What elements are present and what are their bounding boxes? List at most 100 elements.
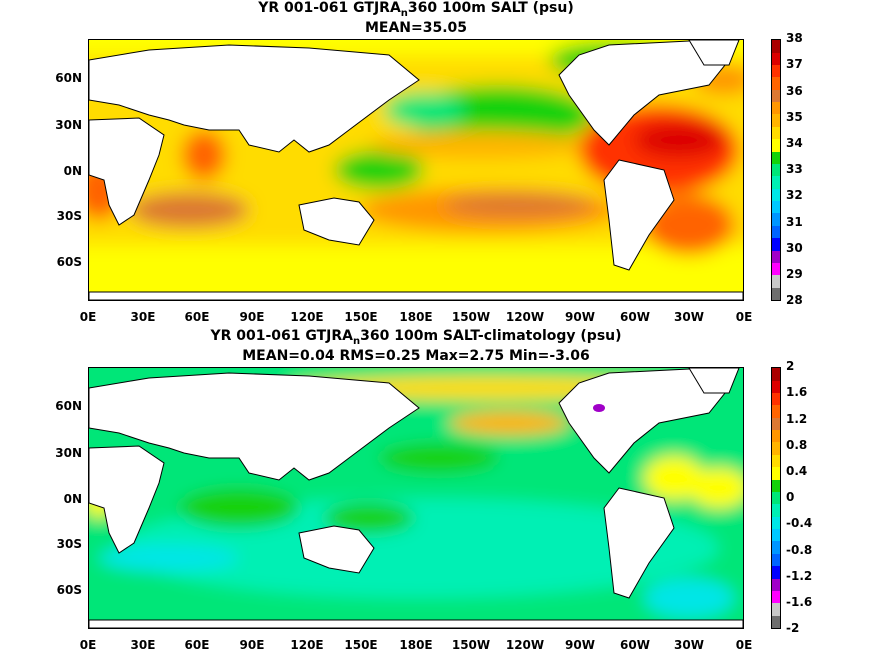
south-atlantic-cyan (644, 578, 734, 618)
colorbar-segment (772, 89, 780, 102)
lon-tick-label: 180E (399, 638, 433, 652)
colorbar-segment (772, 430, 780, 443)
colorbar-segment (772, 405, 780, 418)
lon-tick-label: 90E (239, 638, 265, 652)
lon-tick-label: 120E (290, 638, 324, 652)
lon-tick-label: 0E (735, 310, 753, 324)
lon-tick-label: 30E (130, 310, 156, 324)
south-indian-gyre (129, 192, 249, 228)
colorbar-segment (772, 392, 780, 406)
colorbar-tick-label: -1.2 (786, 569, 813, 583)
colorbar-segment (772, 102, 780, 115)
colorbar-segment (772, 188, 780, 201)
colorbar-segment (772, 380, 780, 393)
lon-tick-label: 90E (239, 310, 265, 324)
colorbar-tick-label: 36 (786, 84, 803, 98)
lat-tick-label: 30S (56, 209, 82, 223)
colorbar (771, 39, 781, 301)
colorbar-segment (772, 139, 780, 152)
lat-tick-label: 30N (55, 446, 82, 460)
anomaly-map (88, 367, 744, 629)
lat-tick-label: 60S (56, 255, 82, 269)
colorbar-segment (772, 40, 780, 53)
nw-pacific-fresh (384, 92, 464, 128)
colorbar-tick-label: 37 (786, 57, 803, 71)
eurasia (89, 44, 420, 153)
lon-tick-label: 180E (399, 310, 433, 324)
greenland (688, 368, 740, 394)
lon-tick-label: 60W (620, 310, 650, 324)
colorbar-tick-label: 1.2 (786, 412, 808, 426)
colorbar-segment (772, 541, 780, 554)
colorbar-tick-label: -1.6 (786, 595, 813, 609)
lon-tick-label: 90W (565, 638, 595, 652)
lon-tick-label: 30W (674, 638, 704, 652)
north-atlantic-core (634, 122, 724, 158)
antarctica (89, 291, 743, 300)
colorbar-segment (772, 114, 780, 127)
lon-tick-label: 0E (79, 310, 97, 324)
south-pacific-core (444, 193, 594, 217)
salinity-map (88, 39, 744, 301)
hudson-bay-negative (593, 404, 605, 412)
colorbar-tick-label: 1.6 (786, 385, 808, 399)
colorbar-tick-label: 38 (786, 31, 803, 45)
colorbar-segment (772, 590, 780, 604)
south-america (603, 487, 675, 599)
colorbar-segment (772, 225, 780, 239)
lat-tick-label: 60N (55, 71, 82, 85)
colorbar-segment (772, 479, 780, 492)
colorbar-segment (772, 578, 780, 591)
colorbar-segment (772, 553, 780, 567)
colorbar-tick-label: 28 (786, 293, 803, 307)
lat-tick-label: 60N (55, 399, 82, 413)
lon-tick-label: 60E (184, 310, 210, 324)
colorbar-tick-label: 33 (786, 162, 803, 176)
colorbar-segment (772, 529, 780, 542)
tropical-atlantic-positive (644, 456, 704, 500)
salinity-panel: YR 001-061 GTJRAn360 100m SALT (psu) MEA… (55, 0, 803, 324)
colorbar-segment (772, 516, 780, 529)
colorbar-segment (772, 368, 780, 381)
chart-title: YR 001-061 GTJRAn360 100m SALT-climatolo… (210, 328, 622, 347)
lon-tick-label: 60E (184, 638, 210, 652)
lon-tick-label: 150W (451, 638, 491, 652)
south-indian-cyan (99, 544, 239, 572)
colorbar-segment (772, 151, 780, 164)
lon-tick-label: 30E (130, 638, 156, 652)
lat-tick-label: 60S (56, 583, 82, 597)
arabian-sea (182, 130, 226, 180)
colorbar-segment (772, 504, 780, 517)
lon-tick-label: 150E (344, 310, 378, 324)
warm-pool-green (324, 503, 414, 533)
colorbar-segment (772, 467, 780, 480)
colorbar-segment (772, 176, 780, 189)
colorbar-segment (772, 238, 780, 251)
colorbar-tick-label: 2 (786, 359, 795, 373)
colorbar-tick-label: 31 (786, 215, 803, 229)
colorbar-segment (772, 287, 780, 300)
colorbar-segment (772, 213, 780, 226)
colorbar-segment (772, 250, 780, 263)
lon-tick-label: 0E (735, 638, 753, 652)
lon-tick-label: 120W (505, 310, 545, 324)
indian-green (179, 488, 299, 528)
colorbar-segment (772, 52, 780, 65)
salinity-map-svg (89, 40, 743, 300)
lon-tick-label: 30W (674, 310, 704, 324)
eurasia (89, 372, 420, 481)
colorbar-tick-label: -2 (786, 621, 800, 635)
lon-tick-label: 150E (344, 638, 378, 652)
colorbar-segment (772, 275, 780, 288)
anomaly-panel: YR 001-061 GTJRAn360 100m SALT-climatolo… (0, 328, 875, 656)
colorbar-segment (772, 64, 780, 78)
colorbar-segment (772, 163, 780, 177)
colorbar-tick-label: 0.4 (786, 464, 808, 478)
lat-tick-label: 30N (55, 118, 82, 132)
africa (89, 117, 165, 226)
colorbar-tick-label: 0.8 (786, 438, 808, 452)
colorbar-segment (772, 201, 780, 214)
colorbar-tick-label: 35 (786, 110, 803, 124)
lat-tick-label: 0N (63, 164, 82, 178)
north-pacific-gyre (369, 131, 589, 159)
